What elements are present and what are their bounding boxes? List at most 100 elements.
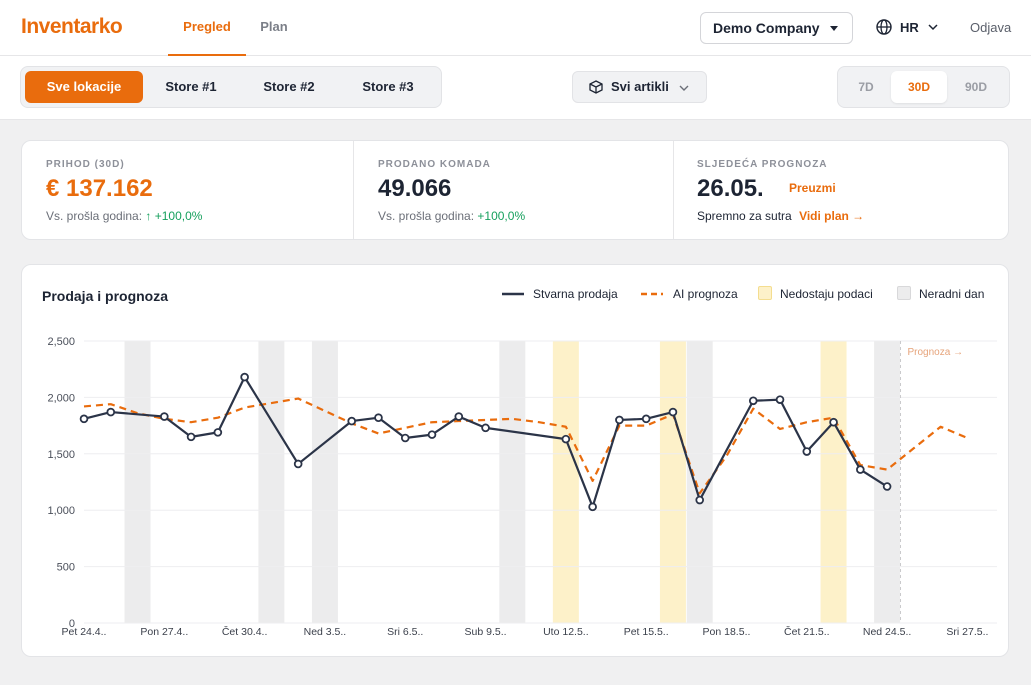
kpi-revenue-label: PRIHOD (30D) bbox=[46, 159, 125, 170]
download-link[interactable]: Preuzmi bbox=[789, 181, 836, 195]
x-tick-label: Pon 18.5.. bbox=[703, 626, 751, 638]
location-filter: Sve lokacije Store #1 Store #2 Store #3 bbox=[20, 66, 442, 108]
actual-sales-point bbox=[882, 482, 892, 491]
kpi-card: PRIHOD (30D) € 137.162 Vs. prošla godina… bbox=[21, 140, 1009, 240]
missing-data-band bbox=[552, 341, 579, 623]
actual-sales-point bbox=[347, 416, 357, 426]
actual-sales-point bbox=[588, 502, 597, 512]
forecast-line bbox=[83, 397, 968, 495]
range-30d[interactable]: 30D bbox=[891, 71, 947, 103]
top-bar: Inventarko Pregled Plan Demo Company HR … bbox=[0, 0, 1031, 56]
language-label: HR bbox=[900, 20, 919, 35]
y-tick-label: 0 bbox=[69, 618, 75, 630]
kpi-forecast-label: SLJEDEĆA PROGNOZA bbox=[697, 159, 828, 170]
comparison-label: Vs. prošla godina: bbox=[46, 209, 143, 223]
actual-sales-point bbox=[160, 412, 169, 421]
actual-sales-point bbox=[240, 372, 249, 382]
x-tick-label: Sri 27.5.. bbox=[946, 626, 988, 638]
kpi-units-label: PRODANO KOMADA bbox=[378, 159, 491, 170]
kpi-forecast-status: Spremno za sutra Vidi plan → bbox=[697, 209, 864, 223]
kpi-forecast: SLJEDEĆA PROGNOZA 26.05. Preuzmi Spremno… bbox=[674, 141, 1008, 239]
actual-sales-point bbox=[427, 430, 437, 439]
app-logo[interactable]: Inventarko bbox=[21, 15, 123, 38]
location-store-3[interactable]: Store #3 bbox=[362, 79, 414, 94]
location-store-2[interactable]: Store #2 bbox=[263, 79, 315, 94]
box-icon bbox=[589, 80, 603, 94]
actual-sales-line bbox=[83, 375, 888, 508]
legend-forecast-swatch bbox=[641, 292, 663, 296]
y-tick-label: 2,000 bbox=[47, 392, 75, 404]
y-tick-label: 500 bbox=[57, 562, 75, 574]
actual-sales-point bbox=[695, 495, 705, 505]
units-change: +100,0% bbox=[477, 209, 526, 223]
actual-sales-point bbox=[400, 433, 410, 443]
articles-label: Svi artikli bbox=[611, 79, 669, 94]
actual-sales-point bbox=[293, 459, 303, 469]
logout-link[interactable]: Odjava bbox=[970, 20, 1012, 35]
articles-filter[interactable]: Svi artikli bbox=[572, 71, 707, 103]
kpi-revenue-value: € 137.162 bbox=[46, 175, 153, 202]
actual-sales-point bbox=[641, 414, 651, 424]
range-7d[interactable]: 7D bbox=[858, 80, 874, 94]
y-tick-label: 1,000 bbox=[47, 505, 75, 517]
actual-sales-point bbox=[374, 413, 383, 423]
x-tick-label: Čet 30.4.. bbox=[222, 625, 268, 638]
kpi-units: PRODANO KOMADA 49.066 Vs. prošla godina:… bbox=[354, 141, 673, 239]
chart-title: Prodaja i prognoza bbox=[42, 288, 169, 304]
x-tick-label: Ned 3.5.. bbox=[304, 626, 347, 638]
legend-nonworking-swatch bbox=[897, 286, 911, 300]
actual-sales-point bbox=[802, 447, 812, 456]
nonworking-day-band bbox=[124, 341, 151, 623]
view-plan-link[interactable]: Vidi plan → bbox=[799, 209, 865, 223]
chevron-down-icon bbox=[679, 85, 689, 91]
forecast-ready-text: Spremno za sutra bbox=[697, 209, 792, 223]
nonworking-day-band bbox=[258, 341, 285, 623]
sales-forecast-chart: 0 500 1,000 1,500 2,000 2,500 Prognoza → Pet 24… bbox=[47, 336, 997, 638]
actual-sales-point bbox=[186, 432, 196, 442]
revenue-change: ↑ +100,0% bbox=[145, 209, 203, 223]
company-selector[interactable]: Demo Company bbox=[700, 12, 853, 44]
tab-plan[interactable]: Plan bbox=[260, 19, 288, 34]
legend-missing: Nedostaju podaci bbox=[780, 287, 873, 301]
kpi-units-value: 49.066 bbox=[378, 175, 452, 202]
nonworking-day-band bbox=[499, 341, 526, 623]
tab-pregled[interactable]: Pregled bbox=[168, 0, 246, 56]
chevron-down-icon bbox=[928, 24, 938, 31]
actual-sales-point bbox=[561, 434, 571, 444]
actual-sales-point bbox=[106, 407, 116, 417]
globe-icon bbox=[876, 19, 892, 35]
x-tick-label: Sri 6.5.. bbox=[387, 626, 423, 638]
x-tick-label: Pon 27.4.. bbox=[140, 626, 188, 638]
chart-card: Prodaja i prognoza Stvarna prodaja AI pr… bbox=[21, 264, 1009, 657]
nonworking-day-band bbox=[311, 341, 338, 623]
range-90d[interactable]: 90D bbox=[964, 80, 987, 94]
actual-sales-point bbox=[856, 465, 865, 474]
divider bbox=[673, 141, 674, 239]
actual-sales-point bbox=[481, 423, 490, 433]
y-tick-label: 2,500 bbox=[47, 336, 75, 348]
actual-sales-point bbox=[454, 412, 464, 421]
actual-sales-point bbox=[748, 396, 758, 406]
actual-sales-point bbox=[79, 414, 89, 424]
forecast-marker-label: Prognoza → bbox=[907, 347, 963, 358]
actual-sales-point bbox=[775, 395, 785, 404]
location-all[interactable]: Sve lokacije bbox=[25, 71, 143, 103]
legend-actual-swatch bbox=[502, 292, 524, 296]
x-tick-label: Pet 24.4.. bbox=[62, 626, 107, 638]
legend-forecast: AI prognoza bbox=[673, 287, 738, 301]
missing-data-band bbox=[820, 341, 847, 623]
x-tick-label: Uto 12.5.. bbox=[543, 626, 589, 638]
kpi-revenue-comparison: Vs. prošla godina: ↑ +100,0% bbox=[46, 209, 202, 223]
range-filter: 7D 30D 90D bbox=[837, 66, 1010, 108]
kpi-revenue: PRIHOD (30D) € 137.162 Vs. prošla godina… bbox=[22, 141, 353, 239]
actual-sales-point bbox=[668, 407, 678, 417]
location-store-1[interactable]: Store #1 bbox=[165, 79, 217, 94]
divider bbox=[353, 141, 354, 239]
actual-sales-point bbox=[213, 428, 223, 437]
filter-bar: Sve lokacije Store #1 Store #2 Store #3 … bbox=[0, 56, 1031, 120]
kpi-forecast-value: 26.05. bbox=[697, 175, 764, 202]
comparison-label: Vs. prošla godina: bbox=[378, 209, 475, 223]
x-tick-label: Sub 9.5.. bbox=[465, 626, 507, 638]
kpi-units-comparison: Vs. prošla godina: +100,0% bbox=[378, 209, 525, 223]
legend-actual: Stvarna prodaja bbox=[533, 287, 618, 301]
